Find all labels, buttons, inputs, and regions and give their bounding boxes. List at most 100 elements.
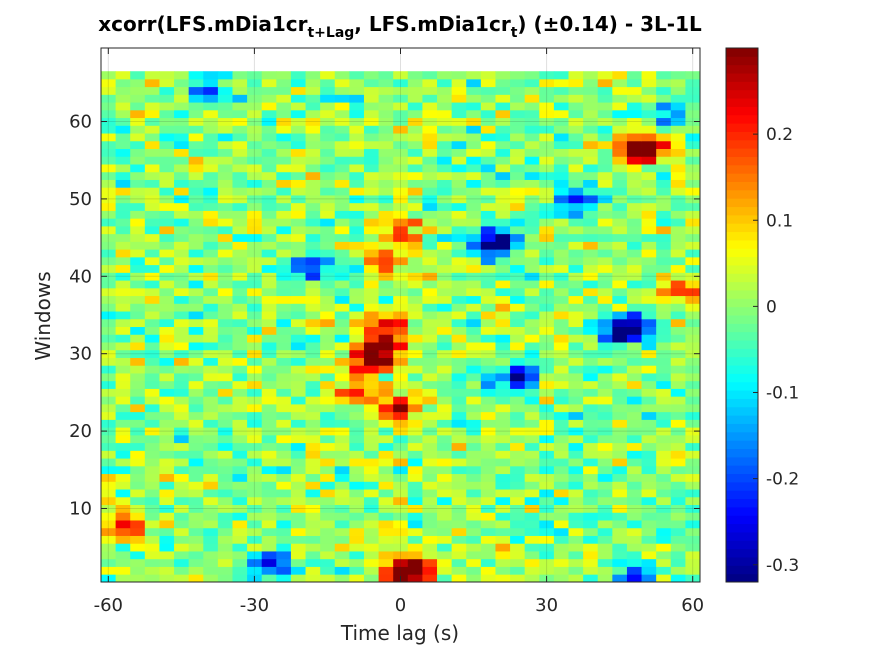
heatmap-cell [480,396,496,405]
heatmap-cell [217,481,233,490]
heatmap-cell [188,520,204,529]
heatmap-cell [247,226,263,235]
heatmap-cell [568,164,584,173]
heatmap-cell [568,527,584,536]
heatmap-cell [641,102,657,111]
heatmap-cell [159,156,175,165]
heatmap-cell [466,187,482,196]
heatmap-cell [670,202,686,211]
heatmap-cell [656,311,672,320]
heatmap-cell [305,419,321,428]
heatmap-cell [510,303,526,312]
title-subscript-1: t+Lag [307,25,355,41]
heatmap-cell [334,535,350,544]
heatmap-cell [597,427,613,436]
heatmap-cell [524,481,540,490]
heatmap-cell [641,411,657,420]
heatmap-cell [203,256,219,266]
heatmap-cell [130,512,146,521]
heatmap-cell [495,140,511,150]
heatmap-cell [656,535,672,544]
heatmap-cell [290,249,306,258]
heatmap-cell [247,164,263,173]
heatmap-cell [583,179,599,188]
heatmap-cell [553,551,569,560]
heatmap-cell [422,249,438,258]
heatmap-cell [685,527,701,536]
heatmap-cell [583,365,599,374]
heatmap-cell [480,535,496,544]
heatmap-cell [320,419,336,428]
heatmap-cell [539,78,555,88]
heatmap-cell [174,442,190,451]
heatmap-cell [217,303,233,312]
heatmap-cell [407,489,423,498]
heatmap-cell [320,434,336,444]
heatmap-cell [232,78,248,88]
heatmap-cell [101,504,117,513]
heatmap-cell [510,396,526,405]
heatmap-cell [261,404,277,413]
heatmap-cell [670,187,686,196]
heatmap-cell [203,71,219,80]
heatmap-cell [480,450,496,459]
heatmap-cell [247,102,263,111]
heatmap-cell [305,125,321,134]
heatmap-cell [130,78,146,88]
heatmap-cell [130,179,146,188]
heatmap-cell [101,125,117,134]
heatmap-cell [539,125,555,134]
heatmap-cell [407,187,423,196]
heatmap-cell [276,465,292,475]
heatmap-cell [144,442,160,451]
heatmap-cell [480,140,496,150]
heatmap-cell [363,574,379,583]
heatmap-cell [495,465,511,475]
heatmap-cell [597,551,613,560]
heatmap-cell [568,481,584,490]
heatmap-cell [349,303,365,312]
heatmap-cell [349,458,365,467]
heatmap-cell [626,109,642,119]
heatmap-cell [626,396,642,405]
heatmap-cell [641,195,657,204]
heatmap-cell [510,318,526,328]
heatmap-cell [144,404,160,413]
heatmap-cell [174,450,190,459]
heatmap-cell [305,520,321,529]
heatmap-cell [407,202,423,211]
heatmap-cell [437,504,453,513]
heatmap-cell [656,233,672,242]
heatmap-cell [510,380,526,389]
heatmap-cell [437,226,453,235]
heatmap-cell [334,520,350,529]
heatmap-cell [553,287,569,297]
heatmap-cell [437,311,453,320]
heatmap-cell [670,489,686,498]
heatmap-cell [363,171,379,180]
heatmap-cell [305,450,321,459]
heatmap-cell [320,187,336,196]
heatmap-cell [451,465,467,475]
heatmap-cell [261,303,277,312]
heatmap-cell [174,458,190,467]
heatmap-cell [539,156,555,165]
heatmap-cell [115,558,131,567]
heatmap-cell [422,496,438,506]
heatmap-cell [349,535,365,544]
heatmap-cell [626,133,642,142]
heatmap-cell [174,566,190,575]
heatmap-cell [480,156,496,165]
heatmap-cell [188,574,204,583]
heatmap-cell [510,102,526,111]
heatmap-cell [437,102,453,111]
heatmap-cell [261,419,277,428]
heatmap-cell [334,249,350,258]
heatmap-cell [349,179,365,188]
heatmap-cell [568,156,584,165]
heatmap-cell [656,342,672,351]
heatmap-cell [451,195,467,204]
heatmap-cell [203,249,219,258]
heatmap-cell [247,264,263,273]
heatmap-cell [422,373,438,382]
